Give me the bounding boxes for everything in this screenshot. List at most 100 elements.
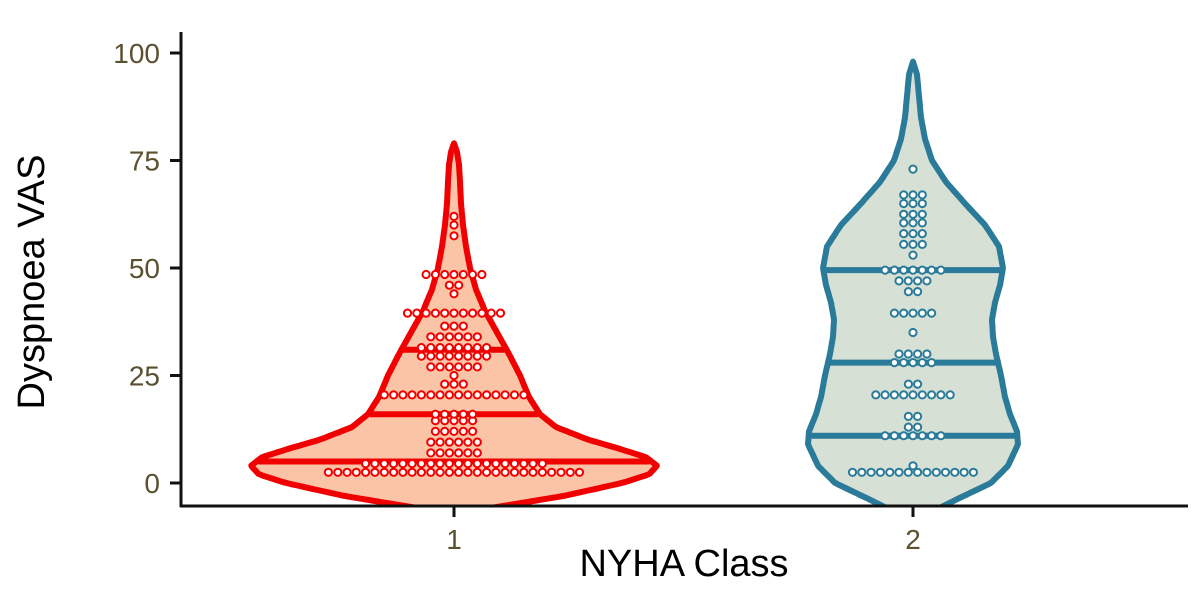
data-point — [908, 265, 918, 275]
data-point — [416, 343, 426, 353]
data-point — [333, 467, 343, 477]
data-point — [398, 390, 408, 400]
data-point — [482, 390, 492, 400]
data-point — [917, 239, 927, 249]
data-point — [449, 321, 459, 331]
data-point — [482, 467, 492, 477]
data-point — [913, 467, 923, 477]
data-point — [379, 390, 389, 400]
data-point — [449, 231, 459, 241]
data-point — [440, 409, 450, 419]
data-point — [463, 390, 473, 400]
data-point — [407, 467, 417, 477]
data-point — [468, 308, 478, 318]
data-point — [936, 265, 946, 275]
data-point — [509, 459, 520, 469]
data-point — [426, 390, 436, 400]
data-point — [444, 448, 454, 458]
data-point — [917, 229, 927, 239]
data-point — [440, 426, 450, 436]
data-point — [491, 459, 501, 469]
data-point — [426, 343, 436, 353]
data-point — [435, 390, 445, 400]
data-point — [468, 409, 478, 419]
data-point — [370, 467, 380, 477]
data-point — [458, 321, 468, 331]
violin-group-1 — [248, 140, 660, 505]
data-point — [458, 426, 468, 436]
data-point — [903, 276, 913, 286]
data-point — [913, 379, 923, 389]
data-point — [950, 467, 960, 477]
data-point — [407, 459, 417, 469]
data-point — [472, 362, 482, 372]
data-point — [472, 467, 482, 477]
data-point — [871, 390, 881, 400]
y-tick-label: 100 — [113, 38, 160, 69]
data-point — [913, 287, 923, 297]
y-tick-label: 50 — [129, 253, 160, 284]
data-point — [463, 343, 473, 353]
data-point — [444, 467, 454, 477]
y-tick-label: 75 — [129, 146, 160, 177]
data-point — [885, 467, 895, 477]
data-point — [444, 343, 454, 353]
data-point — [416, 467, 426, 477]
data-point — [426, 467, 436, 477]
data-point — [482, 351, 492, 361]
data-point — [449, 211, 459, 221]
data-point — [426, 437, 436, 447]
data-point — [917, 431, 927, 441]
data-point — [922, 276, 932, 286]
data-point — [899, 190, 909, 200]
data-point — [889, 265, 900, 275]
data-point — [449, 308, 459, 318]
violin-group-2 — [805, 58, 1021, 505]
data-point — [847, 467, 858, 477]
data-point — [468, 269, 478, 280]
data-point — [945, 390, 955, 400]
data-point — [481, 459, 492, 469]
data-point — [463, 332, 473, 342]
data-point — [412, 308, 422, 318]
data-point — [509, 467, 520, 477]
data-point — [398, 467, 408, 477]
data-point — [880, 431, 890, 441]
data-point — [398, 459, 408, 469]
data-point — [454, 448, 464, 458]
data-point — [959, 467, 969, 477]
data-point — [416, 459, 426, 469]
data-point — [917, 218, 927, 228]
data-point — [449, 379, 459, 389]
data-point — [866, 467, 876, 477]
data-point — [421, 269, 431, 280]
data-point — [927, 265, 937, 275]
data-point — [908, 239, 918, 249]
data-point — [927, 308, 937, 318]
violin-body-2 — [805, 58, 1021, 505]
data-point — [444, 351, 454, 361]
data-point — [899, 218, 909, 228]
data-point — [435, 351, 445, 361]
data-point — [454, 467, 464, 477]
data-point — [430, 426, 440, 436]
data-point — [899, 229, 909, 239]
data-point — [519, 467, 529, 477]
data-point — [440, 379, 450, 389]
data-point — [903, 467, 913, 477]
data-point — [449, 269, 459, 280]
data-point — [913, 422, 923, 432]
data-point — [449, 289, 459, 299]
data-point — [917, 198, 927, 209]
data-point — [917, 358, 927, 368]
data-point — [528, 467, 538, 477]
data-point — [917, 308, 927, 318]
data-point — [899, 390, 909, 400]
y-axis-ticks: 0 25 50 75 100 — [113, 38, 181, 499]
data-point — [435, 362, 445, 372]
data-point — [574, 467, 585, 477]
data-point — [444, 280, 454, 290]
data-point — [342, 467, 352, 477]
data-point — [435, 448, 445, 458]
